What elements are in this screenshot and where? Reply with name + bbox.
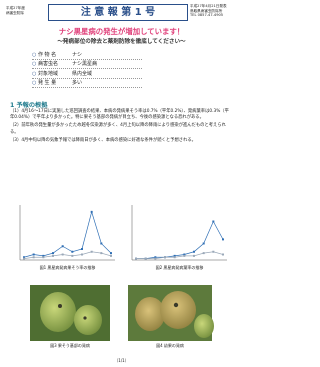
- photo: [30, 285, 110, 341]
- photo-caption: 図4 幼果の発病: [120, 343, 220, 349]
- document: 平成27年度 病害虫防除 注 意 報 第 1 号 平成27年4月21日発表 鳥取…: [0, 0, 243, 367]
- marker: [100, 243, 102, 245]
- marker: [81, 254, 83, 256]
- marker: [110, 255, 112, 257]
- marker: [52, 252, 54, 254]
- line: [24, 212, 111, 257]
- marker: [71, 251, 73, 253]
- marker: [110, 252, 112, 254]
- marker: [62, 254, 64, 256]
- marker: [212, 221, 214, 223]
- photo: [128, 285, 214, 341]
- footer: （1/1）: [0, 358, 243, 364]
- marker: [33, 254, 35, 256]
- marker: [222, 238, 224, 240]
- marker: [71, 255, 73, 257]
- marker: [174, 256, 176, 258]
- marker: [52, 255, 54, 257]
- marker: [135, 258, 137, 260]
- line: [136, 222, 223, 259]
- figure-caption: 図1 黒星病発病果そう率の推移: [15, 265, 120, 271]
- photo-caption: 図3 果そう基部の発病: [20, 343, 120, 349]
- marker: [193, 251, 195, 253]
- marker: [222, 254, 224, 256]
- marker: [203, 252, 205, 254]
- figure-caption: 図2 黒星病発病葉率の推移: [127, 265, 232, 271]
- marker: [212, 251, 214, 253]
- marker: [145, 258, 147, 260]
- figures: [0, 0, 243, 367]
- marker: [23, 258, 25, 260]
- marker: [91, 211, 93, 213]
- marker: [164, 256, 166, 258]
- marker: [193, 255, 195, 257]
- marker: [81, 248, 83, 250]
- marker: [100, 252, 102, 254]
- marker: [62, 245, 64, 247]
- marker: [42, 256, 44, 258]
- marker: [33, 256, 35, 258]
- marker: [91, 251, 93, 253]
- marker: [154, 258, 156, 260]
- marker: [183, 255, 185, 257]
- marker: [203, 243, 205, 245]
